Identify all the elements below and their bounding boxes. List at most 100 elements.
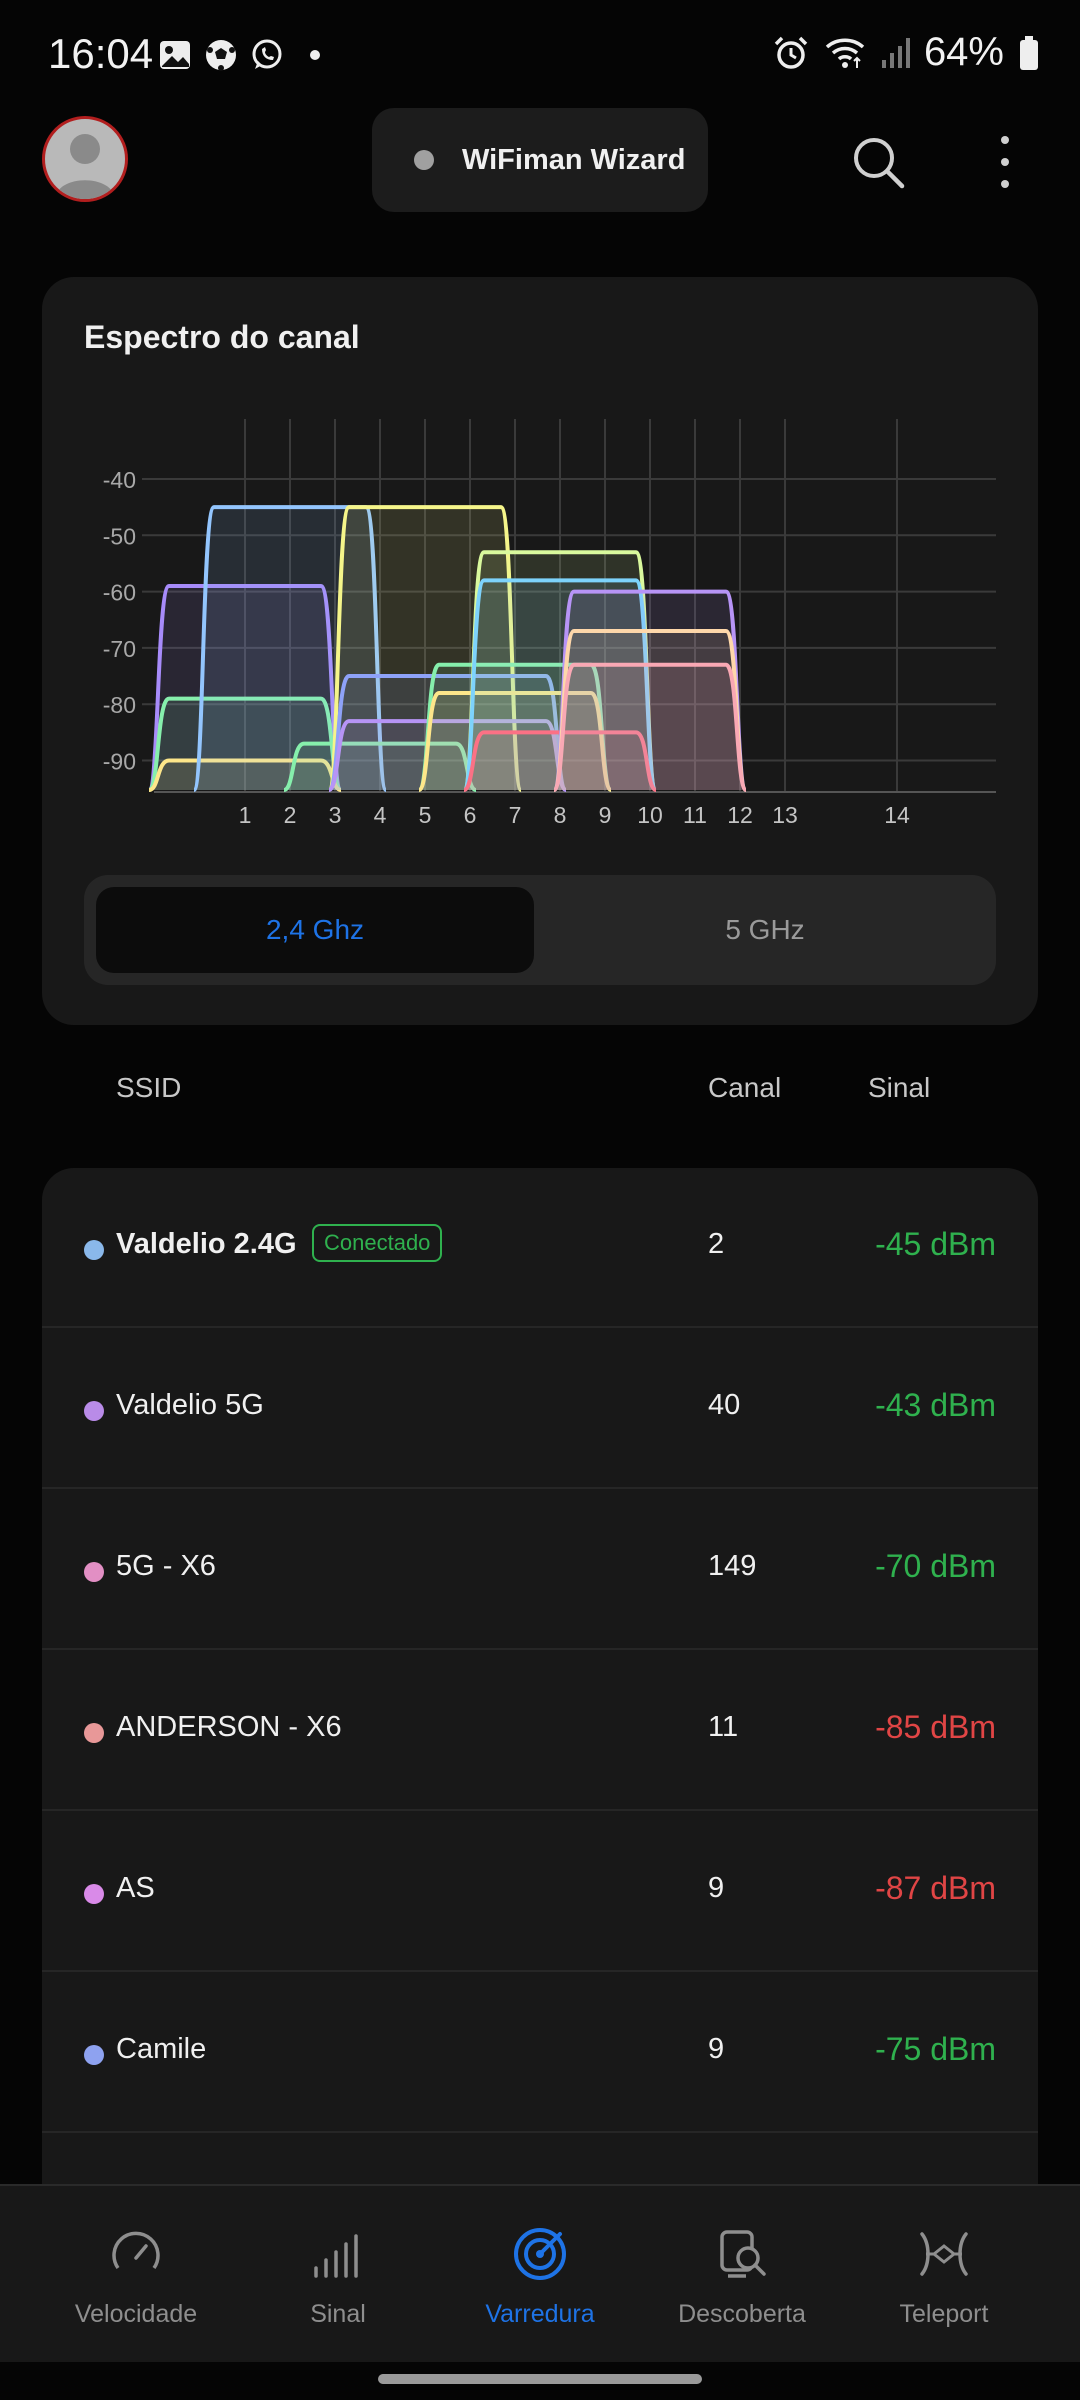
- network-color-dot: [84, 1723, 104, 1743]
- x-tick-label: 11: [683, 802, 707, 828]
- band-toggle: 2,4 Ghz 5 GHz: [84, 875, 996, 985]
- network-color-dot: [84, 1240, 104, 1260]
- x-tick-label: 7: [509, 802, 522, 828]
- network-row[interactable]: Valdelio 5G 40 -43 dBm: [42, 1329, 1038, 1489]
- more-options-icon[interactable]: [990, 132, 1020, 192]
- x-tick-label: 10: [637, 802, 663, 828]
- column-header-signal[interactable]: Sinal: [868, 1072, 931, 1103]
- y-tick-label: -90: [103, 749, 136, 775]
- network-ssid: Valdelio 5G: [116, 1389, 264, 1421]
- network-ssid: Camile: [116, 2033, 207, 2065]
- channel-signal-area: [554, 591, 746, 790]
- network-channel: 149: [708, 1550, 757, 1582]
- network-signal: -85 dBm: [875, 1709, 996, 1745]
- channel-signal-area: [554, 631, 746, 790]
- network-ssid: 5G - X6: [116, 1550, 216, 1582]
- network-color-dot: [84, 1884, 104, 1904]
- band-option-5ghz[interactable]: 5 GHz: [725, 914, 805, 945]
- nav-label: Descoberta: [678, 2300, 806, 2328]
- channel-signal-line: [462, 578, 658, 792]
- network-channel: 9: [708, 1872, 725, 1904]
- network-row[interactable]: ANDERSON - X6 11 -85 dBm: [42, 1651, 1038, 1811]
- nav-descoberta[interactable]: Descoberta: [642, 2186, 842, 2362]
- signal-icon: [881, 37, 910, 68]
- channel-signal-area: [329, 721, 566, 790]
- network-color-dot: [84, 1401, 104, 1421]
- x-tick-label: 8: [554, 802, 567, 828]
- connected-badge: Conectado: [312, 1224, 443, 1262]
- user-icon: [55, 134, 115, 199]
- network-row[interactable]: Valdelio 2.4G Conectado 2 -45 dBm: [42, 1168, 1038, 1328]
- more-notifications-dot: [310, 50, 320, 60]
- network-signal: -70 dBm: [875, 1548, 996, 1584]
- channel-signal-area: [554, 664, 746, 790]
- x-tick-label: 6: [464, 802, 477, 828]
- x-tick-label: 12: [727, 802, 753, 828]
- status-time: 16:04: [48, 30, 154, 77]
- spectrum-title: Espectro do canal: [84, 319, 360, 355]
- x-tick-label: 1: [239, 802, 252, 828]
- signal-bars-icon: [314, 2234, 358, 2278]
- profile-avatar[interactable]: [42, 116, 128, 202]
- teleport-icon: [920, 2232, 968, 2276]
- nav-teleport[interactable]: Teleport: [844, 2186, 1044, 2362]
- network-row[interactable]: Camile 9 -75 dBm: [42, 1973, 1038, 2133]
- battery-icon: [1020, 35, 1038, 70]
- network-row[interactable]: AS 9 -87 dBm: [42, 1812, 1038, 1972]
- y-tick-label: -70: [103, 636, 136, 662]
- system-icons: 64%: [772, 30, 1040, 75]
- nav-label: Teleport: [899, 2300, 989, 2328]
- network-signal: -43 dBm: [875, 1387, 996, 1423]
- x-tick-label: 5: [419, 802, 432, 828]
- x-tick-label: 3: [329, 802, 342, 828]
- column-header-channel[interactable]: Canal: [708, 1072, 782, 1103]
- channel-spectrum-chart: -40-50-60-70-80-901 2 3 4 5 6 7 8 9 10 11 12 13 14: [103, 419, 996, 828]
- home-indicator[interactable]: [378, 2374, 702, 2384]
- x-tick-label: 4: [374, 802, 387, 828]
- channel-signal-area: [149, 585, 341, 790]
- wifi-icon: [825, 38, 865, 68]
- nav-velocidade[interactable]: Velocidade: [36, 2186, 236, 2362]
- wizard-label: WiFiman Wizard: [462, 143, 686, 176]
- x-tick-label: 14: [884, 802, 910, 828]
- wifiman-wizard-button[interactable]: WiFiman Wizard: [372, 108, 708, 212]
- network-color-dot: [84, 2045, 104, 2065]
- band-option-2-4ghz[interactable]: 2,4 Ghz: [96, 887, 534, 973]
- speedometer-icon: [112, 2231, 160, 2270]
- status-bar: 16:04 64%: [0, 0, 1080, 110]
- network-ssid: Valdelio 2.4G: [116, 1228, 297, 1260]
- network-channel: 11: [708, 1711, 739, 1743]
- x-tick-label: 13: [772, 802, 798, 828]
- bottom-navigation: Velocidade Sinal Varredura Descoberta Te…: [0, 2184, 1080, 2362]
- y-tick-label: -60: [103, 580, 136, 606]
- network-channel: 40: [708, 1389, 741, 1421]
- nav-sinal[interactable]: Sinal: [238, 2186, 438, 2362]
- nav-label: Velocidade: [74, 2300, 198, 2328]
- wizard-status-dot: [414, 150, 434, 170]
- network-ssid: ANDERSON - X6: [116, 1711, 342, 1743]
- network-ssid: AS: [116, 1872, 155, 1904]
- device-discovery-icon: [720, 2230, 766, 2278]
- channel-signal-area: [329, 676, 566, 790]
- channel-spectrum-card: Espectro do canal -40 -50 -60 -70 -80 -90 1 2 3 4…: [42, 277, 1038, 1025]
- network-row[interactable]: 5G - X6 149 -70 dBm: [42, 1490, 1038, 1650]
- radar-icon: [514, 2228, 566, 2280]
- column-header-ssid[interactable]: SSID: [116, 1072, 182, 1103]
- y-tick-label: -50: [103, 523, 136, 549]
- nav-label: Sinal: [310, 2300, 366, 2328]
- channel-signal-line: [552, 662, 748, 792]
- battery-percent: 64%: [923, 30, 1004, 74]
- network-channel: 9: [708, 2033, 725, 2065]
- channel-signal-line: [417, 690, 613, 792]
- nav-label: Varredura: [485, 2300, 595, 2328]
- network-color-dot: [84, 1562, 104, 1582]
- alarm-icon: [774, 36, 808, 69]
- search-icon[interactable]: [850, 134, 906, 190]
- network-list: Valdelio 2.4G Conectado 2 -45 dBm Valdelio …: [42, 1168, 1038, 2188]
- whatsapp-icon: [250, 38, 284, 72]
- x-tick-label: 9: [599, 802, 612, 828]
- notification-icons: [158, 38, 320, 72]
- soccer-icon: [204, 38, 238, 72]
- nav-varredura[interactable]: Varredura: [440, 2186, 640, 2362]
- x-tick-label: 2: [284, 802, 297, 828]
